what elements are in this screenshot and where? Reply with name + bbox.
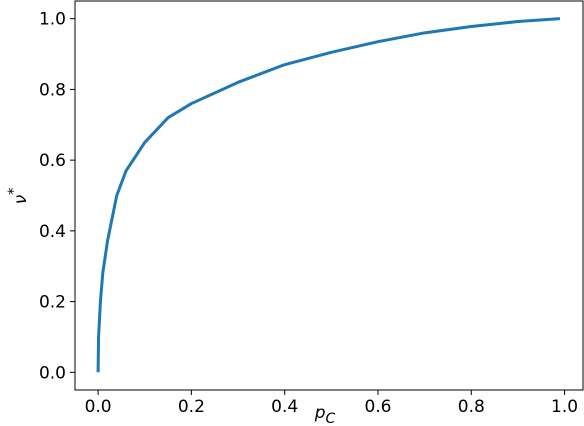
x-tick-label: 0.0	[85, 397, 112, 417]
plot-frame	[74, 0, 584, 391]
y-tick-label: 0.4	[39, 222, 66, 242]
y-tick-label: 0.0	[39, 363, 66, 383]
x-tick-label: 0.4	[271, 397, 298, 417]
x-tick-label: 0.8	[458, 397, 485, 417]
y-label-sup: *	[6, 188, 22, 195]
x-tick-label: 0.6	[364, 397, 391, 417]
x-tick-label: 0.2	[178, 397, 205, 417]
y-tick-label: 0.8	[39, 80, 66, 100]
y-label-base: ν	[11, 194, 31, 204]
x-label-sub: C	[326, 411, 336, 426]
y-tick-label: 0.6	[39, 151, 66, 171]
x-tick-label: 1.0	[551, 397, 578, 417]
y-axis-label: ν*	[6, 188, 31, 205]
y-tick-label: 0.2	[39, 293, 66, 313]
y-tick-label: 1.0	[39, 10, 66, 30]
x-axis-label: pC	[314, 403, 336, 426]
line-series	[96, 17, 561, 373]
x-label-base: p	[314, 403, 326, 423]
